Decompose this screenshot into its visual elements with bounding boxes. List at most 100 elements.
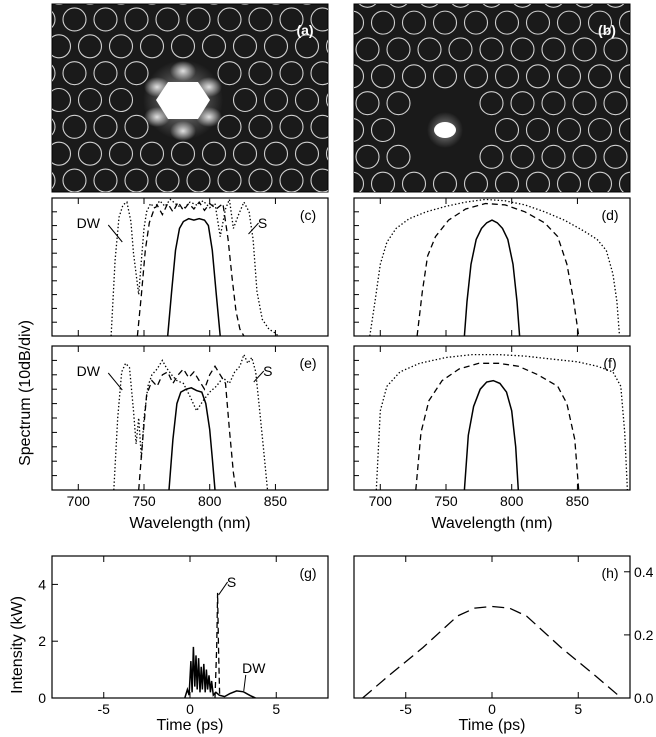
annotation-leader (107, 372, 123, 391)
air-hole (155, 7, 180, 32)
air-hole (248, 7, 273, 32)
air-hole (124, 7, 149, 32)
air-hole (541, 144, 566, 169)
panel-label-a: (a) (296, 22, 313, 38)
air-hole (355, 144, 380, 169)
air-hole (108, 141, 134, 166)
air-hole (62, 168, 87, 192)
air-hole (355, 37, 380, 62)
mode-lobe (196, 107, 222, 127)
annotation-leader (253, 370, 265, 383)
air-hole (572, 144, 597, 169)
chart-g: -5 0 5 0 2 4 (g) S DW (38, 555, 329, 717)
chart-d: (d) (353, 197, 631, 337)
air-hole (93, 168, 118, 192)
annotation-s: S (258, 215, 267, 231)
air-hole (354, 118, 365, 142)
air-hole (355, 91, 380, 116)
core-mode (156, 82, 210, 119)
air-hole (432, 171, 458, 192)
air-hole (77, 87, 103, 113)
air-hole (279, 61, 304, 86)
plot-frame (353, 197, 631, 337)
air-hole (587, 171, 613, 192)
air-holes-b (354, 4, 630, 192)
air-hole (370, 117, 396, 143)
air-hole (463, 10, 489, 35)
series-solid (168, 386, 216, 490)
air-hole (294, 87, 320, 113)
mode-lobe (170, 121, 196, 141)
air-hole (541, 91, 566, 116)
air-hole (310, 114, 328, 139)
series-longdash (362, 605, 622, 698)
air-hole (52, 87, 72, 113)
air-hole (62, 114, 87, 139)
annotation-dw: DW (77, 363, 101, 379)
panel-label-f: (f) (603, 355, 616, 371)
air-hole (603, 144, 628, 169)
mode-lobe (170, 61, 196, 81)
air-hole (117, 4, 125, 5)
air-hole (603, 91, 628, 116)
air-hole (541, 37, 566, 62)
air-hole (587, 10, 613, 35)
air-hole (587, 64, 613, 89)
fundamental-mode (434, 122, 456, 138)
air-hole (451, 4, 470, 8)
air-hole (463, 171, 489, 192)
air-hole (108, 87, 134, 113)
time-axis-label-left: Time (ps) (157, 717, 224, 734)
air-hole (370, 171, 396, 192)
x-tick-label: 700 (67, 493, 91, 509)
air-hole (525, 171, 551, 192)
x-tick-label: 750 (434, 493, 458, 509)
x-tick-label: 850 (566, 493, 590, 509)
series-solid (166, 217, 221, 336)
plot-panels: (c) DW S (d) 700 750 800 850 (e) DW S 700 750 800 850 (… (38, 197, 654, 717)
panel-label-e: (e) (299, 355, 316, 371)
air-hole (325, 146, 328, 161)
air-hole (124, 168, 149, 192)
mode-lobe (144, 107, 170, 127)
air-hole (618, 171, 630, 192)
air-hole (52, 64, 56, 82)
air-hole (386, 144, 411, 169)
air-hole (186, 7, 211, 32)
air-hole (155, 168, 180, 192)
air-hole (432, 64, 458, 89)
air-hole (510, 91, 535, 116)
air-hole (358, 4, 377, 8)
air-hole (263, 34, 289, 59)
air-hole (494, 10, 520, 35)
air-hole (513, 4, 532, 8)
higher-order-mode (143, 60, 223, 141)
air-hole (310, 7, 328, 32)
air-hole (263, 141, 289, 166)
chart-f: 700 750 800 850 (f) (353, 345, 631, 509)
air-hole (618, 10, 630, 35)
air-hole (606, 4, 625, 8)
air-hole (494, 117, 520, 143)
mode-lobe (196, 77, 222, 97)
air-hole (354, 64, 365, 89)
air-hole (201, 141, 227, 166)
air-hole (510, 37, 535, 62)
air-hole (603, 37, 628, 62)
panel-label-d: (d) (601, 207, 618, 223)
x-tick-label: 5 (272, 701, 280, 717)
air-hole (77, 34, 103, 59)
wavelength-axis-label-right: Wavelength (nm) (431, 515, 552, 532)
air-hole (525, 64, 551, 89)
air-hole (148, 4, 156, 5)
annotation-dw: DW (77, 215, 101, 231)
series-dashed (136, 200, 245, 336)
air-hole (494, 171, 520, 192)
annotation-leader (243, 674, 247, 691)
spectrum-axis-label: Spectrum (10dB/div) (17, 320, 34, 466)
air-hole (310, 168, 328, 192)
air-hole (303, 4, 311, 5)
series-dashed (415, 362, 580, 490)
air-hole (401, 64, 427, 89)
air-hole (370, 10, 396, 35)
